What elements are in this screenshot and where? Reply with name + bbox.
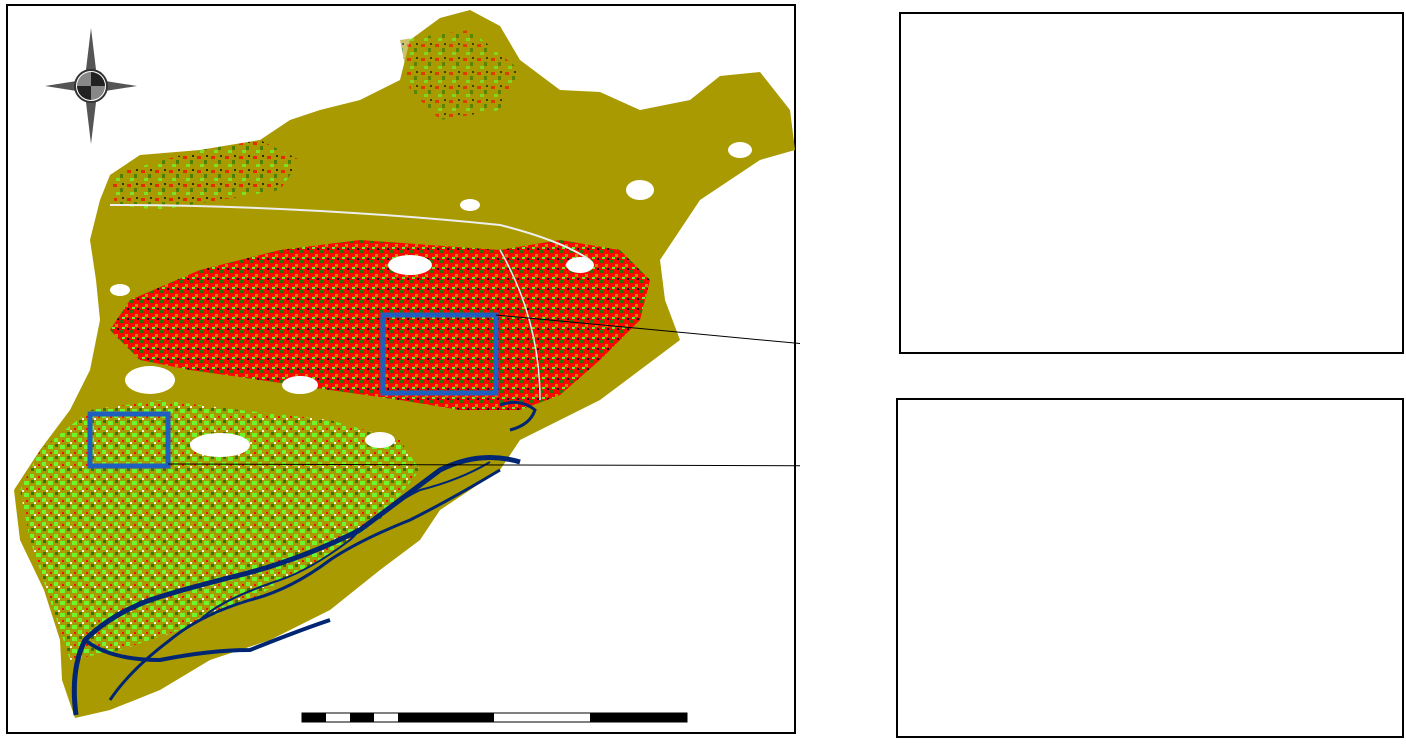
inset-bottom-raster	[898, 400, 1404, 738]
highlight-box-west	[87, 411, 171, 469]
inset-top-raster	[901, 14, 1404, 354]
compass-icon	[45, 28, 137, 144]
scale-bar	[301, 712, 688, 723]
inset-map-top	[899, 12, 1404, 354]
classified-land-map	[14, 10, 800, 723]
leader-line-top	[495, 314, 800, 345]
highlight-box-east	[380, 312, 499, 396]
inset-map-bottom	[896, 398, 1404, 738]
leader-line-bottom	[167, 463, 800, 467]
